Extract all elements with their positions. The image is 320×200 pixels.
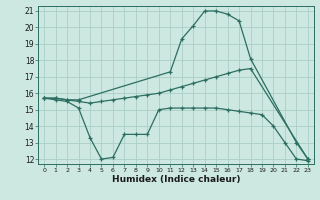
X-axis label: Humidex (Indice chaleur): Humidex (Indice chaleur) <box>112 175 240 184</box>
